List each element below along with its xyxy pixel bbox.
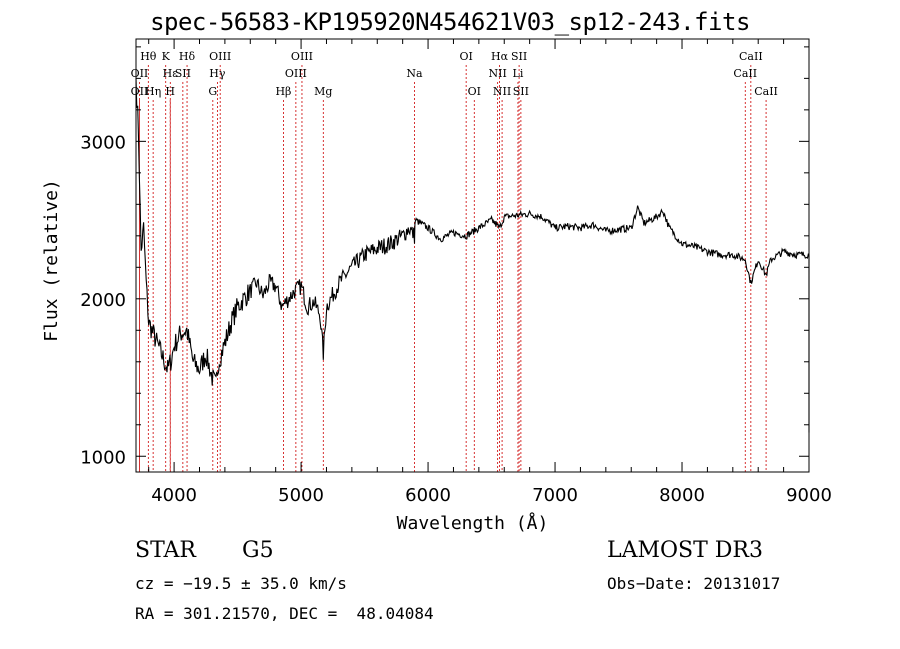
line-label-15: Mg: [314, 85, 332, 98]
line-label-0: Hθ: [140, 50, 157, 63]
redshift-text: cz = −19.5 ± 35.0 km/s: [135, 574, 347, 593]
line-label-11: G: [208, 85, 217, 98]
plot-frame: [135, 38, 810, 473]
line-label-2: OII: [131, 85, 149, 98]
y-tick-label-0: 1000: [80, 447, 126, 468]
line-label-9: OIII: [209, 50, 231, 63]
x-tick-label-4: 8000: [659, 485, 705, 506]
line-label-8: Hδ: [179, 50, 196, 63]
x-tick-label-5: 9000: [786, 485, 832, 506]
line-label-10: Hγ: [209, 67, 226, 80]
line-label-23: Li: [513, 67, 524, 80]
line-label-5: SII: [175, 67, 191, 80]
object-subclass: G5: [242, 538, 274, 563]
line-label-6: Hη: [145, 85, 161, 98]
spectrum-line: [135, 78, 810, 433]
x-tick-label-0: 4000: [151, 485, 197, 506]
x-tick-label-1: 5000: [278, 485, 324, 506]
line-label-3: K: [162, 50, 171, 63]
coordinates-text: RA = 301.21570, DEC = 48.04084: [135, 604, 434, 623]
chart-title: spec-56583-KP195920N454621V03_sp12-243.f…: [150, 8, 750, 36]
line-label-24: SII: [513, 85, 529, 98]
line-label-22: SII: [511, 50, 527, 63]
survey-name: LAMOST DR3: [607, 538, 763, 563]
object-class: STAR: [135, 538, 196, 563]
line-label-25: CaII: [739, 50, 763, 63]
line-label-19: Hα: [491, 50, 509, 63]
axis-ticks-layer: 4000 5000 6000 7000 8000 9000 1000 2000 3000: [80, 39, 832, 506]
line-label-21: NII: [493, 85, 511, 98]
line-label-1: OII: [131, 67, 149, 80]
line-label-16: Na: [406, 67, 423, 80]
y-tick-label-2: 3000: [80, 132, 126, 153]
line-label-14: OIII: [285, 67, 307, 80]
line-label-27: CaII: [754, 85, 778, 98]
line-label-7: H: [165, 85, 175, 98]
line-label-20: NII: [488, 67, 506, 80]
obs-date-text: Obs−Date: 20131017: [607, 574, 781, 593]
x-tick-label-3: 7000: [532, 485, 578, 506]
line-label-12: Hβ: [275, 85, 291, 98]
line-label-13: OIII: [291, 50, 313, 63]
y-axis-label: Flux (relative): [41, 179, 62, 342]
line-markers-layer: [139, 65, 767, 472]
y-tick-label-1: 2000: [80, 290, 126, 311]
x-axis-label: Wavelength (Å): [397, 512, 549, 534]
x-tick-label-2: 6000: [405, 485, 451, 506]
line-label-26: CaII: [733, 67, 757, 80]
line-label-18: OI: [468, 85, 481, 98]
line-label-4: Hε: [163, 67, 179, 80]
line-label-17: OI: [459, 50, 472, 63]
